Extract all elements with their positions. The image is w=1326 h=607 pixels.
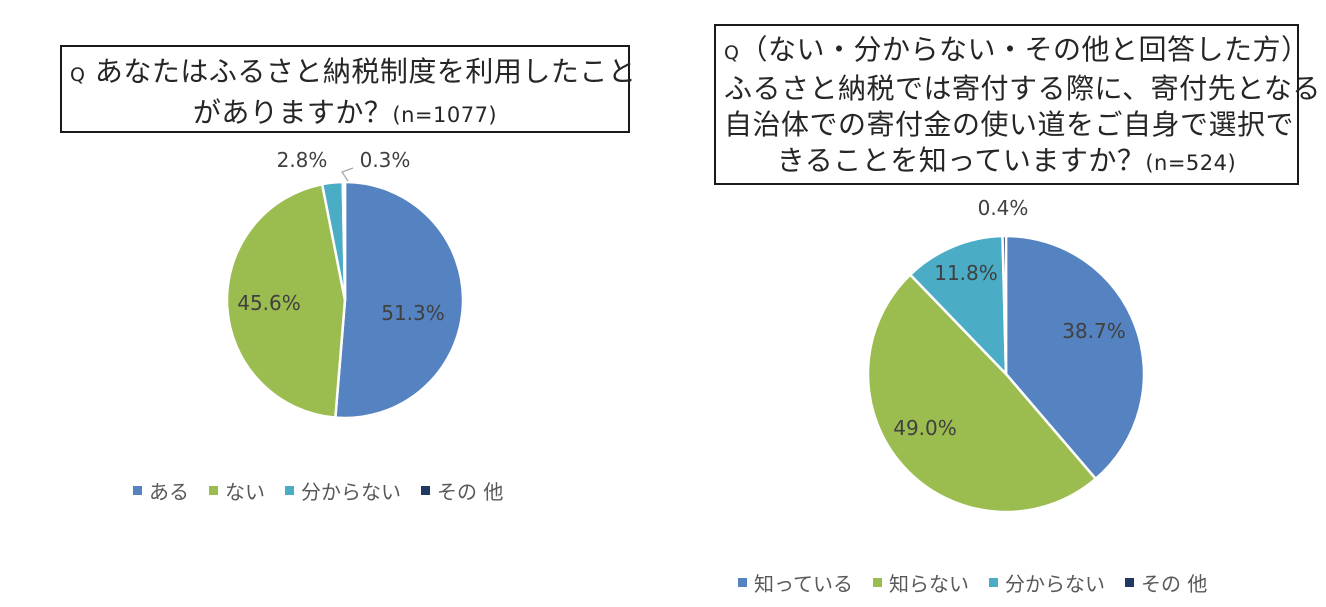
- chart1-legend-item-wakaranai: 分からない: [285, 476, 401, 505]
- chart1-legend-item-aru: ある: [133, 476, 189, 505]
- chart2-title-text-4: きることを知っていますか？: [776, 144, 1146, 177]
- chart1-data-label-nai: 45.6%: [237, 291, 301, 315]
- chart1-title-text-1: あなたはふるさと納税制度を利用したこと: [94, 55, 637, 88]
- chart1-leader-line: [341, 167, 354, 182]
- chart2-title-line-2: ふるさと納税では寄付する際に、寄付先となる: [724, 71, 1320, 107]
- chart2-q-prefix: Q: [724, 42, 740, 64]
- chart1-slice-nai: [225, 182, 347, 419]
- chart1-legend-label-aru: ある: [149, 480, 189, 504]
- chart2-legend-label-shitteiru: 知っている: [754, 572, 853, 596]
- chart1-legend-label-wakaranai: 分からない: [301, 480, 401, 504]
- chart2-legend: 知っている 知らない 分からない その 他: [738, 568, 1207, 597]
- chart2-question-box: Q（ない・分からない・その他と回答した方） ふるさと納税では寄付する際に、寄付先…: [714, 24, 1320, 185]
- chart1-n-label: (n=1077): [392, 103, 498, 127]
- chart2-data-label-sonota: 0.4%: [978, 196, 1029, 220]
- chart1-q-prefix: Q: [70, 64, 86, 86]
- chart1-slice-sonota: [341, 180, 347, 302]
- chart2-legend-swatch-shiranai: [873, 578, 882, 587]
- chart2-title-text-2: ふるさと納税では寄付する際に、寄付先となる: [724, 72, 1321, 105]
- chart2-data-label-shiranai: 49.0%: [893, 416, 957, 440]
- chart2-legend-item-sonota: その 他: [1125, 568, 1207, 597]
- chart2-slice-shitteiru: [1004, 234, 1146, 481]
- chart1-data-label-aru: 51.3%: [381, 301, 445, 325]
- chart2-title-text-3: 自治体での寄付金の使い道をご自身で選択で: [724, 108, 1295, 141]
- chart1-legend: ある ない 分からない その 他: [133, 476, 503, 505]
- chart1-legend-item-nai: ない: [209, 476, 265, 505]
- chart1-legend-label-nai: ない: [225, 480, 265, 504]
- chart1-slice-aru: [334, 180, 465, 420]
- chart1-title-text-2: がありますか？: [192, 96, 393, 129]
- chart2-legend-item-wakaranai: 分からない: [989, 568, 1105, 597]
- chart1-title-line-2: がありますか？(n=1077): [70, 94, 620, 134]
- chart1-question-box: Q あなたはふるさと納税制度を利用したこと がありますか？(n=1077): [60, 45, 636, 134]
- chart2-data-label-shitteiru: 38.7%: [1062, 319, 1126, 343]
- chart2-slice-wakaranai: [908, 234, 1008, 376]
- chart2-legend-label-shiranai: 知らない: [889, 572, 969, 596]
- chart1-data-label-sonota: 0.3%: [360, 148, 411, 172]
- chart2-title-line-3: 自治体での寄付金の使い道をご自身で選択で: [724, 107, 1294, 143]
- chart1-title-line-1: Q あなたはふるさと納税制度を利用したこと: [70, 53, 636, 94]
- chart2-legend-label-sonota: その 他: [1141, 572, 1208, 596]
- chart1-legend-swatch-aru: [133, 486, 142, 495]
- chart2-title-line-1: Q（ない・分からない・その他と回答した方）: [724, 32, 1309, 71]
- chart2-legend-swatch-shitteiru: [738, 578, 747, 587]
- chart2-legend-item-shitteiru: 知っている: [738, 568, 853, 597]
- chart1-legend-swatch-wakaranai: [285, 486, 294, 495]
- chart2-title-line-4: きることを知っていますか？(n=524): [724, 143, 1289, 181]
- chart2-slice-shiranai: [866, 273, 1097, 514]
- chart1-legend-item-sonota: その 他: [421, 476, 503, 505]
- chart1-legend-label-sonota: その 他: [437, 480, 504, 504]
- chart2-data-label-wakaranai: 11.8%: [934, 261, 998, 285]
- chart2-legend-swatch-sonota: [1125, 578, 1134, 587]
- chart2-title-text-1: （ない・分からない・その他と回答した方）: [739, 33, 1310, 66]
- chart1-legend-swatch-sonota: [421, 486, 430, 495]
- chart2-legend-label-wakaranai: 分からない: [1005, 572, 1105, 596]
- chart2-n-label: (n=524): [1145, 151, 1237, 175]
- chart1-legend-swatch-nai: [209, 486, 218, 495]
- chart2-slice-sonota: [1001, 234, 1008, 376]
- chart2-legend-item-shiranai: 知らない: [873, 568, 969, 597]
- chart2-legend-swatch-wakaranai: [989, 578, 998, 587]
- chart1-data-label-wakaranai: 2.8%: [277, 148, 328, 172]
